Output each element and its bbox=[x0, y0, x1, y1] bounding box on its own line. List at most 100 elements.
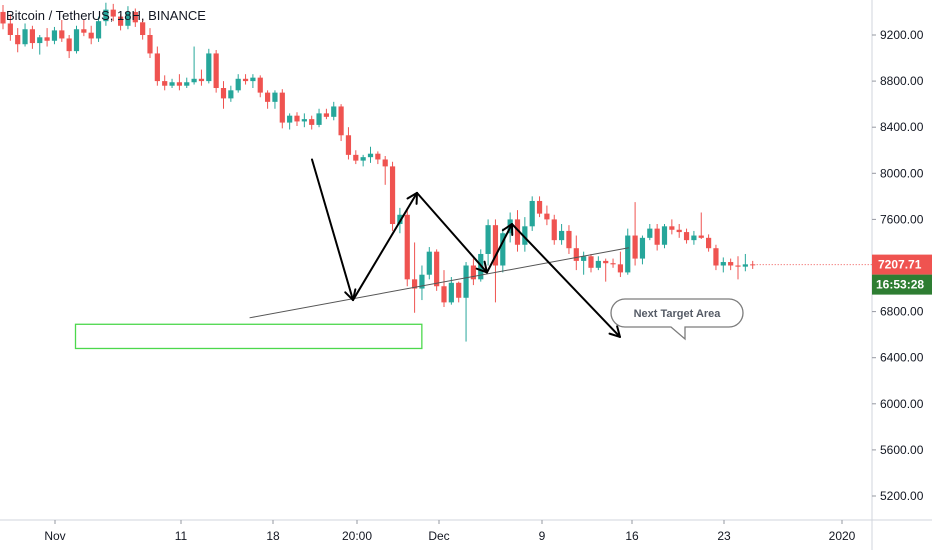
candle-body bbox=[698, 235, 704, 238]
candle-body bbox=[367, 153, 374, 158]
candle-body bbox=[683, 232, 690, 241]
candle-body bbox=[147, 35, 153, 54]
candle-body bbox=[265, 92, 271, 102]
x-tick-label: 20:00 bbox=[342, 529, 372, 543]
y-tick-label: 8800.00 bbox=[880, 74, 924, 88]
last-price-label: 7207.71 bbox=[878, 258, 922, 272]
candle-body bbox=[448, 282, 454, 303]
zigzag-arrow-segment bbox=[416, 191, 488, 274]
candle-body bbox=[647, 228, 653, 238]
candle-body bbox=[492, 225, 499, 266]
candle-body bbox=[220, 88, 227, 99]
candle-body bbox=[51, 30, 58, 41]
candle-body bbox=[316, 113, 322, 125]
candle-body bbox=[720, 262, 726, 266]
candle-body bbox=[463, 265, 469, 298]
candle-body bbox=[44, 37, 50, 41]
candle-body bbox=[566, 230, 572, 249]
candle-body bbox=[375, 153, 381, 160]
y-tick-label: 7600.00 bbox=[880, 212, 924, 226]
y-tick-label: 8400.00 bbox=[880, 120, 924, 134]
x-tick-label: 11 bbox=[175, 529, 188, 543]
time-axis[interactable]: Nov 11 18 20:00 Dec 9 16 23 2020 bbox=[44, 520, 856, 543]
candle-body bbox=[706, 237, 712, 249]
y-tick-label: 8000.00 bbox=[880, 166, 924, 180]
zigzag-arrow-segment bbox=[311, 158, 354, 302]
candle-body bbox=[485, 225, 491, 254]
candle-body bbox=[338, 106, 344, 136]
candle-body bbox=[522, 226, 528, 245]
price-tags: 7207.71 16:53:28 bbox=[756, 254, 932, 295]
candle-body bbox=[59, 30, 65, 39]
candle-body bbox=[617, 264, 623, 273]
candle-body bbox=[7, 23, 13, 35]
candle-body bbox=[242, 78, 249, 82]
target-area-box bbox=[74, 323, 423, 350]
candle-body bbox=[66, 38, 72, 52]
candle-body bbox=[713, 248, 719, 266]
countdown-tag bbox=[872, 274, 932, 295]
candle-body bbox=[661, 226, 668, 245]
candle-body bbox=[389, 166, 396, 225]
candle-body bbox=[625, 235, 631, 273]
candle-body bbox=[140, 22, 146, 35]
candle-body bbox=[419, 274, 425, 289]
arrow-head bbox=[608, 325, 621, 338]
candle-body bbox=[470, 265, 476, 280]
callout-bubble bbox=[610, 298, 744, 341]
candle-body bbox=[287, 115, 293, 123]
chart-title: Bitcoin / TetherUS, 18H, BINANCE bbox=[6, 8, 206, 23]
last-price-tag bbox=[872, 254, 932, 275]
candle-body bbox=[728, 262, 734, 266]
candle-body bbox=[360, 157, 366, 161]
price-axis[interactable]: 9200.00 8800.00 8400.00 8000.00 7600.00 6800.… bbox=[872, 28, 924, 503]
candle-body bbox=[536, 200, 543, 214]
candle-body bbox=[184, 82, 190, 86]
y-tick-label: 9200.00 bbox=[880, 28, 924, 42]
candle-body bbox=[441, 286, 447, 303]
candle-body bbox=[434, 251, 440, 287]
candle-body bbox=[382, 159, 388, 167]
countdown-label: 16:53:28 bbox=[876, 278, 924, 292]
candle-body bbox=[15, 35, 21, 45]
candle-body bbox=[95, 21, 102, 39]
candle-body bbox=[691, 235, 697, 241]
candle-body bbox=[353, 154, 359, 161]
x-tick-label: 9 bbox=[539, 529, 546, 543]
candle-body bbox=[500, 233, 506, 266]
x-tick-label: 23 bbox=[717, 529, 731, 543]
candle-body bbox=[235, 78, 241, 91]
candle-body bbox=[551, 219, 557, 241]
candle-body bbox=[132, 11, 138, 23]
candle-body bbox=[639, 237, 646, 259]
x-tick-label: 18 bbox=[266, 529, 280, 543]
candle-body bbox=[162, 81, 168, 86]
candle-body bbox=[37, 37, 43, 44]
candle-body bbox=[22, 29, 28, 45]
candle-body bbox=[118, 16, 124, 26]
x-tick-label: 16 bbox=[625, 529, 639, 543]
candle-body bbox=[103, 9, 109, 22]
candle-body bbox=[125, 11, 131, 26]
x-tick-label: Nov bbox=[44, 529, 65, 543]
candle-body bbox=[573, 248, 579, 261]
candle-body bbox=[514, 219, 521, 245]
candle-body bbox=[169, 82, 175, 86]
y-tick-label: 6400.00 bbox=[880, 351, 924, 365]
drawings-layer: Next Target Area bbox=[74, 158, 744, 350]
candle-body bbox=[272, 92, 278, 102]
callout-label: Next Target Area bbox=[634, 308, 722, 320]
candle-body bbox=[257, 77, 263, 93]
candle-body bbox=[581, 256, 587, 261]
candle-body bbox=[213, 53, 219, 89]
candle-body bbox=[426, 251, 432, 275]
candle-body bbox=[331, 106, 337, 117]
candle-body bbox=[88, 32, 94, 39]
candle-body bbox=[73, 29, 80, 52]
candle-body bbox=[742, 264, 748, 267]
support-trendline bbox=[249, 247, 629, 319]
y-tick-label: 5600.00 bbox=[880, 443, 924, 457]
x-tick-label: Dec bbox=[428, 529, 449, 543]
candle-body bbox=[228, 90, 234, 99]
